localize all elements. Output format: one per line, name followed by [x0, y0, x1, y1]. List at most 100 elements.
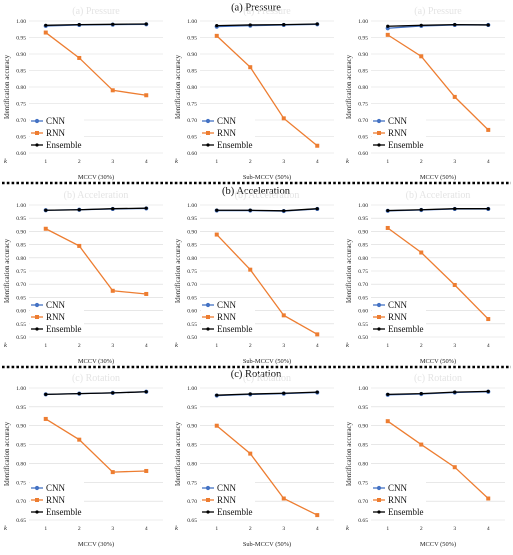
data-point-ensemble	[315, 390, 319, 394]
data-point-rnn	[315, 332, 320, 337]
data-point-rnn	[77, 55, 82, 60]
y-tick-label: 0.95	[187, 216, 197, 222]
y-tick-label: 0.60	[16, 151, 26, 157]
legend: CNN RNN Ensemble	[372, 114, 426, 150]
chart-grid: (a) Pressure 0.60 0.65 0.70 0.75 0.80 0.85 0.90…	[3, 6, 505, 548]
series-line-ensemble	[387, 23, 489, 27]
y-tick-label: 0.50	[187, 335, 197, 341]
data-point-rnn	[486, 317, 491, 322]
data-point-ensemble	[453, 23, 457, 27]
legend-label-cnn: CNN	[46, 116, 66, 126]
y-tick-label: 0.75	[187, 269, 197, 275]
series-line-rnn	[216, 35, 318, 147]
x-tick-label: 1	[215, 343, 218, 349]
x-tick-label: 4	[145, 159, 148, 165]
y-tick-label: 0.90	[358, 52, 368, 58]
y-tick-label: 0.95	[358, 216, 368, 222]
data-point-ensemble	[77, 392, 81, 396]
y-axis-label: Identification accuracy	[3, 421, 11, 486]
y-axis-label: Identification accuracy	[174, 421, 182, 486]
y-tick-label: 0.80	[16, 85, 26, 91]
section-title-pressure: (a) Pressure	[231, 3, 281, 14]
legend-marker-cnn	[34, 118, 40, 124]
y-tick-label: 1.00	[16, 386, 26, 392]
x-tick-label: 3	[111, 526, 114, 532]
data-point-ensemble	[248, 23, 252, 27]
y-tick-label: 0.95	[187, 36, 197, 42]
legend-label-rnn: RNN	[388, 312, 408, 322]
x-tick-label: 3	[453, 526, 456, 532]
legend: CNN RNN Ensemble	[372, 481, 426, 517]
data-point-rnn	[419, 442, 424, 447]
y-axis-label: Identification accuracy	[345, 421, 353, 486]
y-tick-label: 0.95	[358, 405, 368, 411]
y-tick-label: 0.80	[187, 256, 197, 262]
x-tick-label: 3	[453, 159, 456, 165]
y-tick-label: 0.70	[16, 118, 26, 124]
data-point-rnn	[110, 288, 115, 293]
y-tick-label: 0.80	[187, 461, 197, 467]
y-tick-label: 0.65	[358, 135, 368, 141]
y-tick-label: 0.85	[187, 443, 197, 449]
legend-marker-ensemble	[377, 510, 381, 514]
x-tick-label: 1	[44, 526, 47, 532]
k-label: k	[346, 158, 350, 165]
legend-marker-ensemble	[377, 143, 381, 147]
data-point-rnn	[281, 496, 286, 501]
legend-marker-rnn	[206, 315, 210, 319]
legend-label-cnn: CNN	[388, 300, 408, 310]
series-line-ensemble	[45, 391, 147, 396]
x-tick-label: 3	[282, 526, 285, 532]
legend-marker-rnn	[377, 131, 381, 135]
data-point-ensemble	[419, 208, 423, 212]
legend-marker-cnn	[205, 485, 211, 491]
legend-marker-rnn	[377, 315, 381, 319]
chart-panel-1: (a) Pressure 0.60 0.65 0.70 0.75 0.80 0.85 0.90…	[3, 6, 163, 181]
y-axis-label: Identification accuracy	[174, 238, 182, 303]
y-tick-label: 0.65	[16, 518, 26, 524]
y-tick-label: 0.85	[358, 69, 368, 75]
legend-marker-ensemble	[206, 143, 210, 147]
data-point-rnn	[214, 33, 219, 38]
legend: CNN RNN Ensemble	[201, 298, 255, 334]
legend-marker-cnn	[376, 485, 382, 491]
legend-label-rnn: RNN	[388, 128, 408, 138]
data-point-rnn	[452, 94, 457, 99]
data-point-ensemble	[77, 208, 81, 212]
data-point-rnn	[419, 54, 424, 59]
series-line-ensemble	[216, 23, 318, 27]
ghost-section-title: (a) Pressure	[243, 6, 291, 17]
x-tick-label: 4	[487, 526, 490, 532]
y-tick-label: 0.85	[187, 243, 197, 249]
k-label: k	[175, 525, 179, 532]
legend-marker-cnn	[205, 302, 211, 308]
ghost-section-title: (b) Acceleration	[235, 190, 300, 201]
y-tick-label: 0.60	[16, 309, 26, 315]
x-tick-label: 3	[111, 159, 114, 165]
y-tick-label: 0.55	[187, 322, 197, 328]
data-point-ensemble	[282, 23, 286, 27]
legend-label-cnn: CNN	[217, 483, 237, 493]
y-tick-label: 0.70	[358, 282, 368, 288]
data-point-ensemble	[111, 207, 115, 211]
y-tick-label: 0.85	[358, 243, 368, 249]
legend-label-cnn: CNN	[217, 300, 237, 310]
data-point-ensemble	[44, 208, 48, 212]
data-point-ensemble	[248, 208, 252, 212]
y-tick-label: 1.00	[358, 19, 368, 25]
y-tick-label: 1.00	[16, 203, 26, 209]
legend-marker-rnn	[377, 498, 381, 502]
legend-label-rnn: RNN	[46, 495, 66, 505]
x-tick-label: 2	[420, 159, 423, 165]
data-point-ensemble	[419, 392, 423, 396]
legend: CNN RNN Ensemble	[201, 481, 255, 517]
x-tick-label: 2	[249, 159, 252, 165]
x-axis-label: MCCV (30%)	[78, 358, 114, 365]
y-tick-label: 0.75	[358, 480, 368, 486]
y-tick-label: 0.65	[16, 295, 26, 301]
x-tick-label: 1	[386, 526, 389, 532]
data-point-ensemble	[282, 209, 286, 213]
data-point-rnn	[248, 267, 253, 272]
x-tick-label: 2	[78, 159, 81, 165]
